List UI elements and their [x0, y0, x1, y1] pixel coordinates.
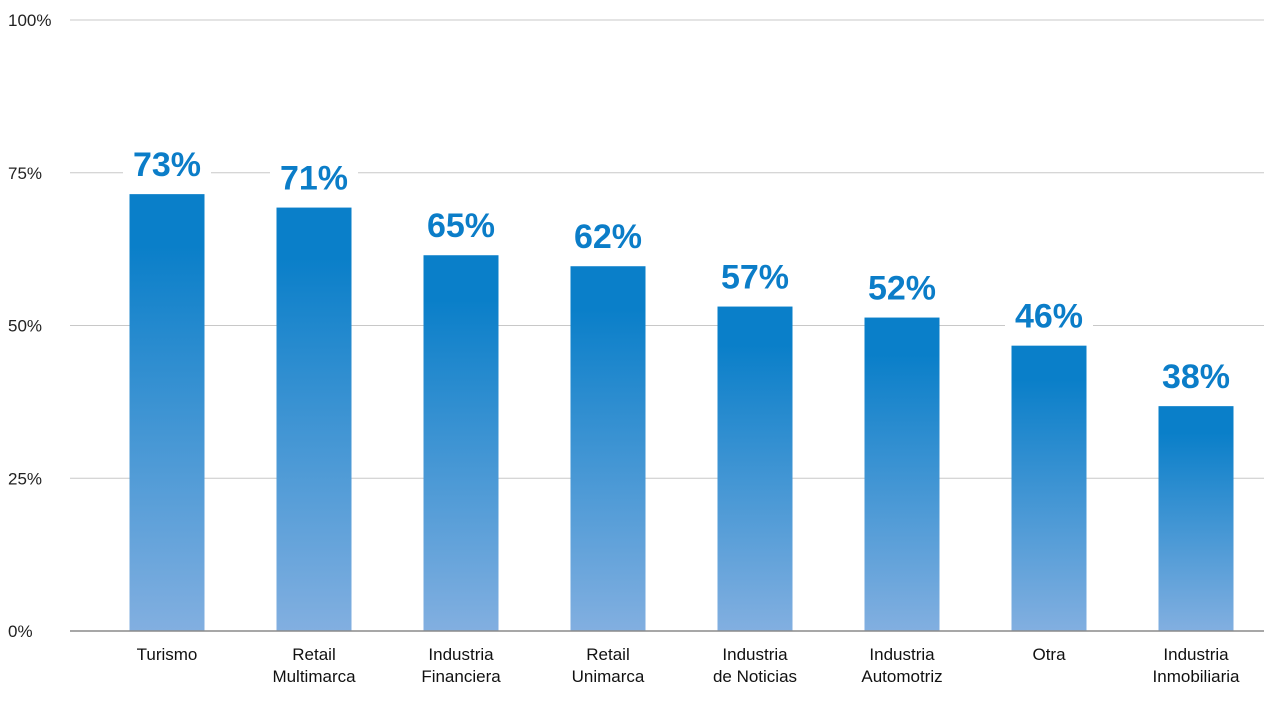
value-label: 52%: [868, 270, 936, 308]
category-labels: Turismo Retail Multimarca Industria Financie…: [137, 645, 1240, 686]
bar: [423, 255, 499, 632]
category-label: Retail Multimarca: [272, 645, 356, 686]
y-tick-label: 75%: [8, 164, 42, 183]
y-tick-label: 50%: [8, 317, 42, 336]
value-label: 46%: [1015, 298, 1083, 336]
value-label-background: [858, 271, 946, 308]
bar: [864, 317, 940, 631]
bar: [276, 207, 352, 631]
value-label-background: [564, 220, 652, 257]
value-label: 57%: [721, 259, 789, 297]
bar: [1158, 406, 1234, 631]
category-label: Otra: [1032, 645, 1066, 664]
bar: [1011, 345, 1087, 631]
bar: [717, 306, 793, 631]
value-label: 71%: [280, 160, 348, 198]
bar: [129, 194, 205, 631]
value-label-background: [417, 209, 505, 246]
value-label-background: [1152, 360, 1240, 397]
category-label: Industria Automotriz: [861, 645, 942, 686]
value-label: 38%: [1162, 358, 1230, 396]
value-labels: 73% 71% 65% 62% 57% 52% 46% 38%: [123, 146, 1240, 397]
value-label: 62%: [574, 218, 642, 256]
category-label: Industria Financiera: [421, 645, 501, 686]
y-tick-label: 25%: [8, 469, 42, 488]
y-tick-label: 100%: [8, 11, 51, 30]
category-label: Industria Inmobiliaria: [1153, 645, 1240, 686]
value-label-background: [711, 260, 799, 297]
category-label: Industria de Noticias: [713, 645, 797, 686]
category-label: Retail Unimarca: [572, 645, 645, 686]
value-label: 65%: [427, 207, 495, 245]
y-tick-label: 0%: [8, 622, 33, 641]
value-label-background: [270, 161, 358, 198]
value-label-background: [1005, 299, 1093, 336]
value-label-background: [123, 148, 211, 185]
category-label: Turismo: [137, 645, 198, 664]
value-label: 73%: [133, 146, 201, 184]
bar: [570, 266, 646, 631]
bars: [129, 194, 1234, 632]
